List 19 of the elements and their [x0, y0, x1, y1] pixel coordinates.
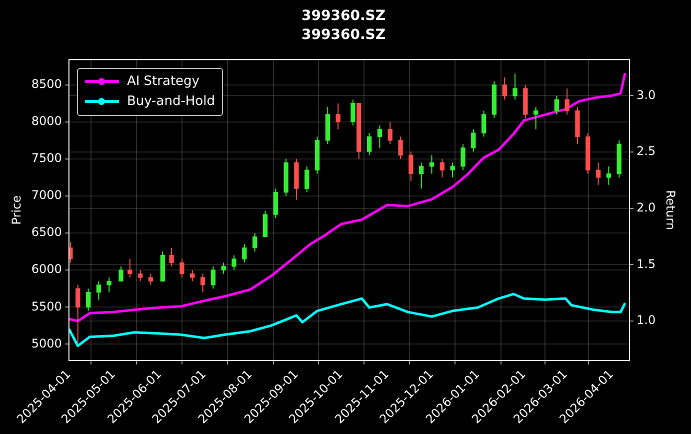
legend-label: AI Strategy: [126, 74, 200, 90]
y-tick-label: 8500: [31, 76, 62, 91]
y-axis-title: Price: [9, 195, 24, 225]
y2-tick-label: 1.0: [636, 313, 656, 328]
y2-tick-label: 2.0: [636, 200, 656, 214]
y-tick-label: 6500: [31, 225, 62, 240]
y-tick-label: 5000: [31, 336, 62, 350]
y2-tick-label: 3.0: [636, 88, 656, 102]
chart-subtitle: 399360.SZ: [302, 26, 386, 43]
y2-axis-title: Return: [664, 190, 678, 230]
y-tick-label: 8000: [31, 114, 62, 128]
y-tick-label: 5500: [31, 299, 62, 314]
y-tick-label: 7000: [31, 188, 62, 202]
y2-tick-label: 2.5: [636, 144, 656, 158]
chart-title: 399360.SZ: [302, 8, 386, 24]
y-tick-label: 6000: [31, 262, 62, 276]
legend-label: Buy-and-Hold: [126, 94, 215, 110]
y2-tick-label: 1.5: [636, 256, 656, 271]
y-tick-label: 7500: [31, 151, 62, 166]
